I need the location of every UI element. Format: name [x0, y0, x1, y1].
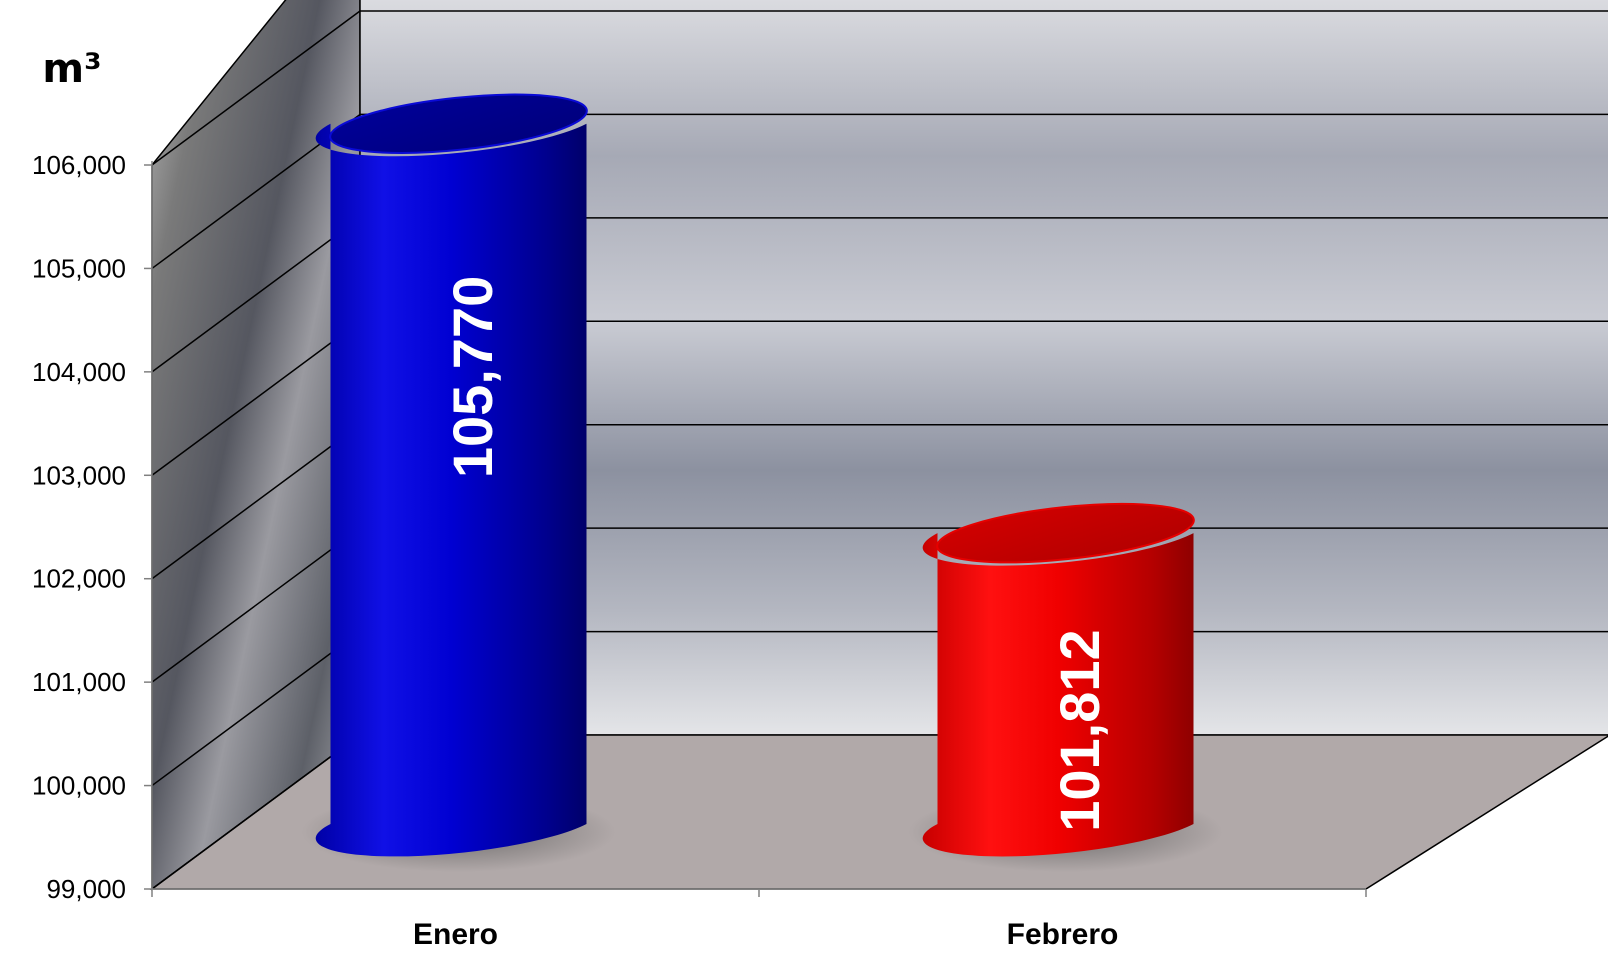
x-tick-label: Febrero	[1007, 918, 1119, 951]
bar-top	[936, 502, 1195, 564]
y-axis: 99,000 100,000 101,000 102,000 103,000 104,00…	[32, 150, 152, 904]
y-tick-label: 101,000	[32, 667, 126, 697]
data-label: 105,770	[441, 276, 504, 478]
gridline-side	[151, 734, 361, 890]
gridline-side	[151, 217, 361, 373]
bar-top	[329, 93, 588, 154]
y-tick-label: 99,000	[46, 874, 126, 904]
bar-enero: 105,770	[301, 93, 616, 872]
bar-body	[315, 123, 587, 857]
y-tick-label: 105,000	[32, 253, 126, 283]
y-tick-label: 103,000	[32, 460, 126, 490]
gridline-side	[151, 10, 361, 166]
gridline-side	[151, 424, 361, 580]
y-tick-label: 100,000	[32, 771, 126, 801]
y-tick-label: 102,000	[32, 564, 126, 594]
y-axis-unit-label: m³	[42, 46, 101, 92]
bar-febrero: 101,812	[908, 502, 1223, 872]
gridline-side	[151, 630, 361, 787]
x-tick-label: Enero	[413, 918, 498, 951]
bar-body	[922, 533, 1194, 857]
gridline-side	[151, 320, 361, 476]
data-label: 101,812	[1048, 629, 1111, 831]
bars: 105,770 101,812	[301, 93, 1223, 872]
gridline-side	[151, 527, 361, 683]
x-axis: Enero Febrero	[151, 889, 1367, 951]
y-tick-label: 106,000	[32, 150, 126, 180]
y-tick-label: 104,000	[32, 357, 126, 387]
